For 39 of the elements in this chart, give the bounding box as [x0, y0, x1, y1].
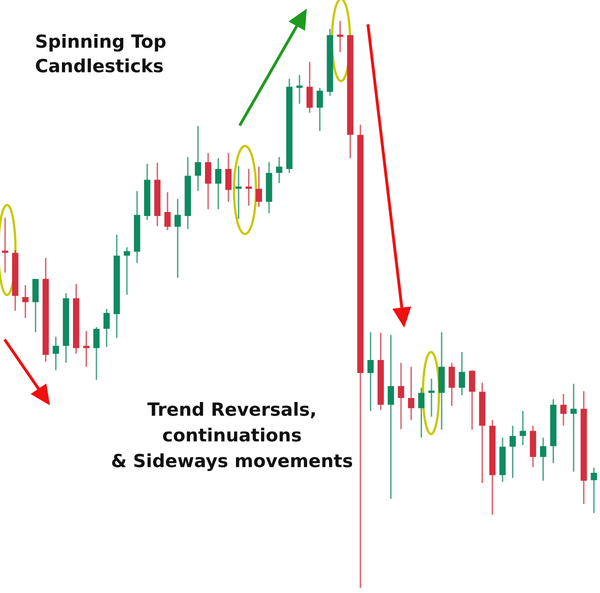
- candlestick: [428, 378, 435, 418]
- candlestick: [83, 330, 90, 368]
- candlestick: [225, 152, 232, 203]
- candlestick: [468, 370, 476, 430]
- text: Spinning Top Candlesticks: [36, 34, 166, 72]
- candlestick: [256, 166, 262, 208]
- candlestick: [22, 284, 29, 319]
- candlestick: [367, 332, 374, 412]
- candlestick: [32, 278, 39, 333]
- candlestick: [510, 425, 516, 479]
- candlestick: [408, 366, 414, 421]
- candlestick: [560, 393, 567, 426]
- candlestick: [458, 351, 466, 396]
- candlestick: [124, 246, 130, 296]
- candlestick: [590, 467, 598, 514]
- candlestick: [418, 387, 424, 438]
- candlestick: [570, 383, 577, 472]
- candlestick: [296, 74, 303, 104]
- candlestick: [204, 152, 212, 210]
- candlestick: [520, 410, 526, 446]
- candlestick: [336, 20, 344, 53]
- candlestick: [388, 334, 394, 500]
- candlestick: [235, 165, 242, 220]
- candlestick: [276, 156, 282, 184]
- annotation: Trend Reversals, continuations & Sideways movements: [112, 402, 352, 472]
- candlestick: [2, 217, 8, 274]
- candlestick: [52, 336, 59, 371]
- candlestick: [215, 157, 222, 210]
- candlestick: [306, 61, 313, 114]
- candlestick: [93, 326, 100, 381]
- candlestick: [194, 125, 202, 192]
- candlestick: [164, 191, 171, 231]
- candlestick: [540, 436, 546, 482]
- candlestick: [316, 87, 323, 132]
- candlestick: [246, 168, 252, 206]
- candlestick: [398, 362, 404, 430]
- candlestick: [448, 362, 455, 407]
- candlestick: [103, 308, 110, 348]
- candlestick: [174, 198, 181, 278]
